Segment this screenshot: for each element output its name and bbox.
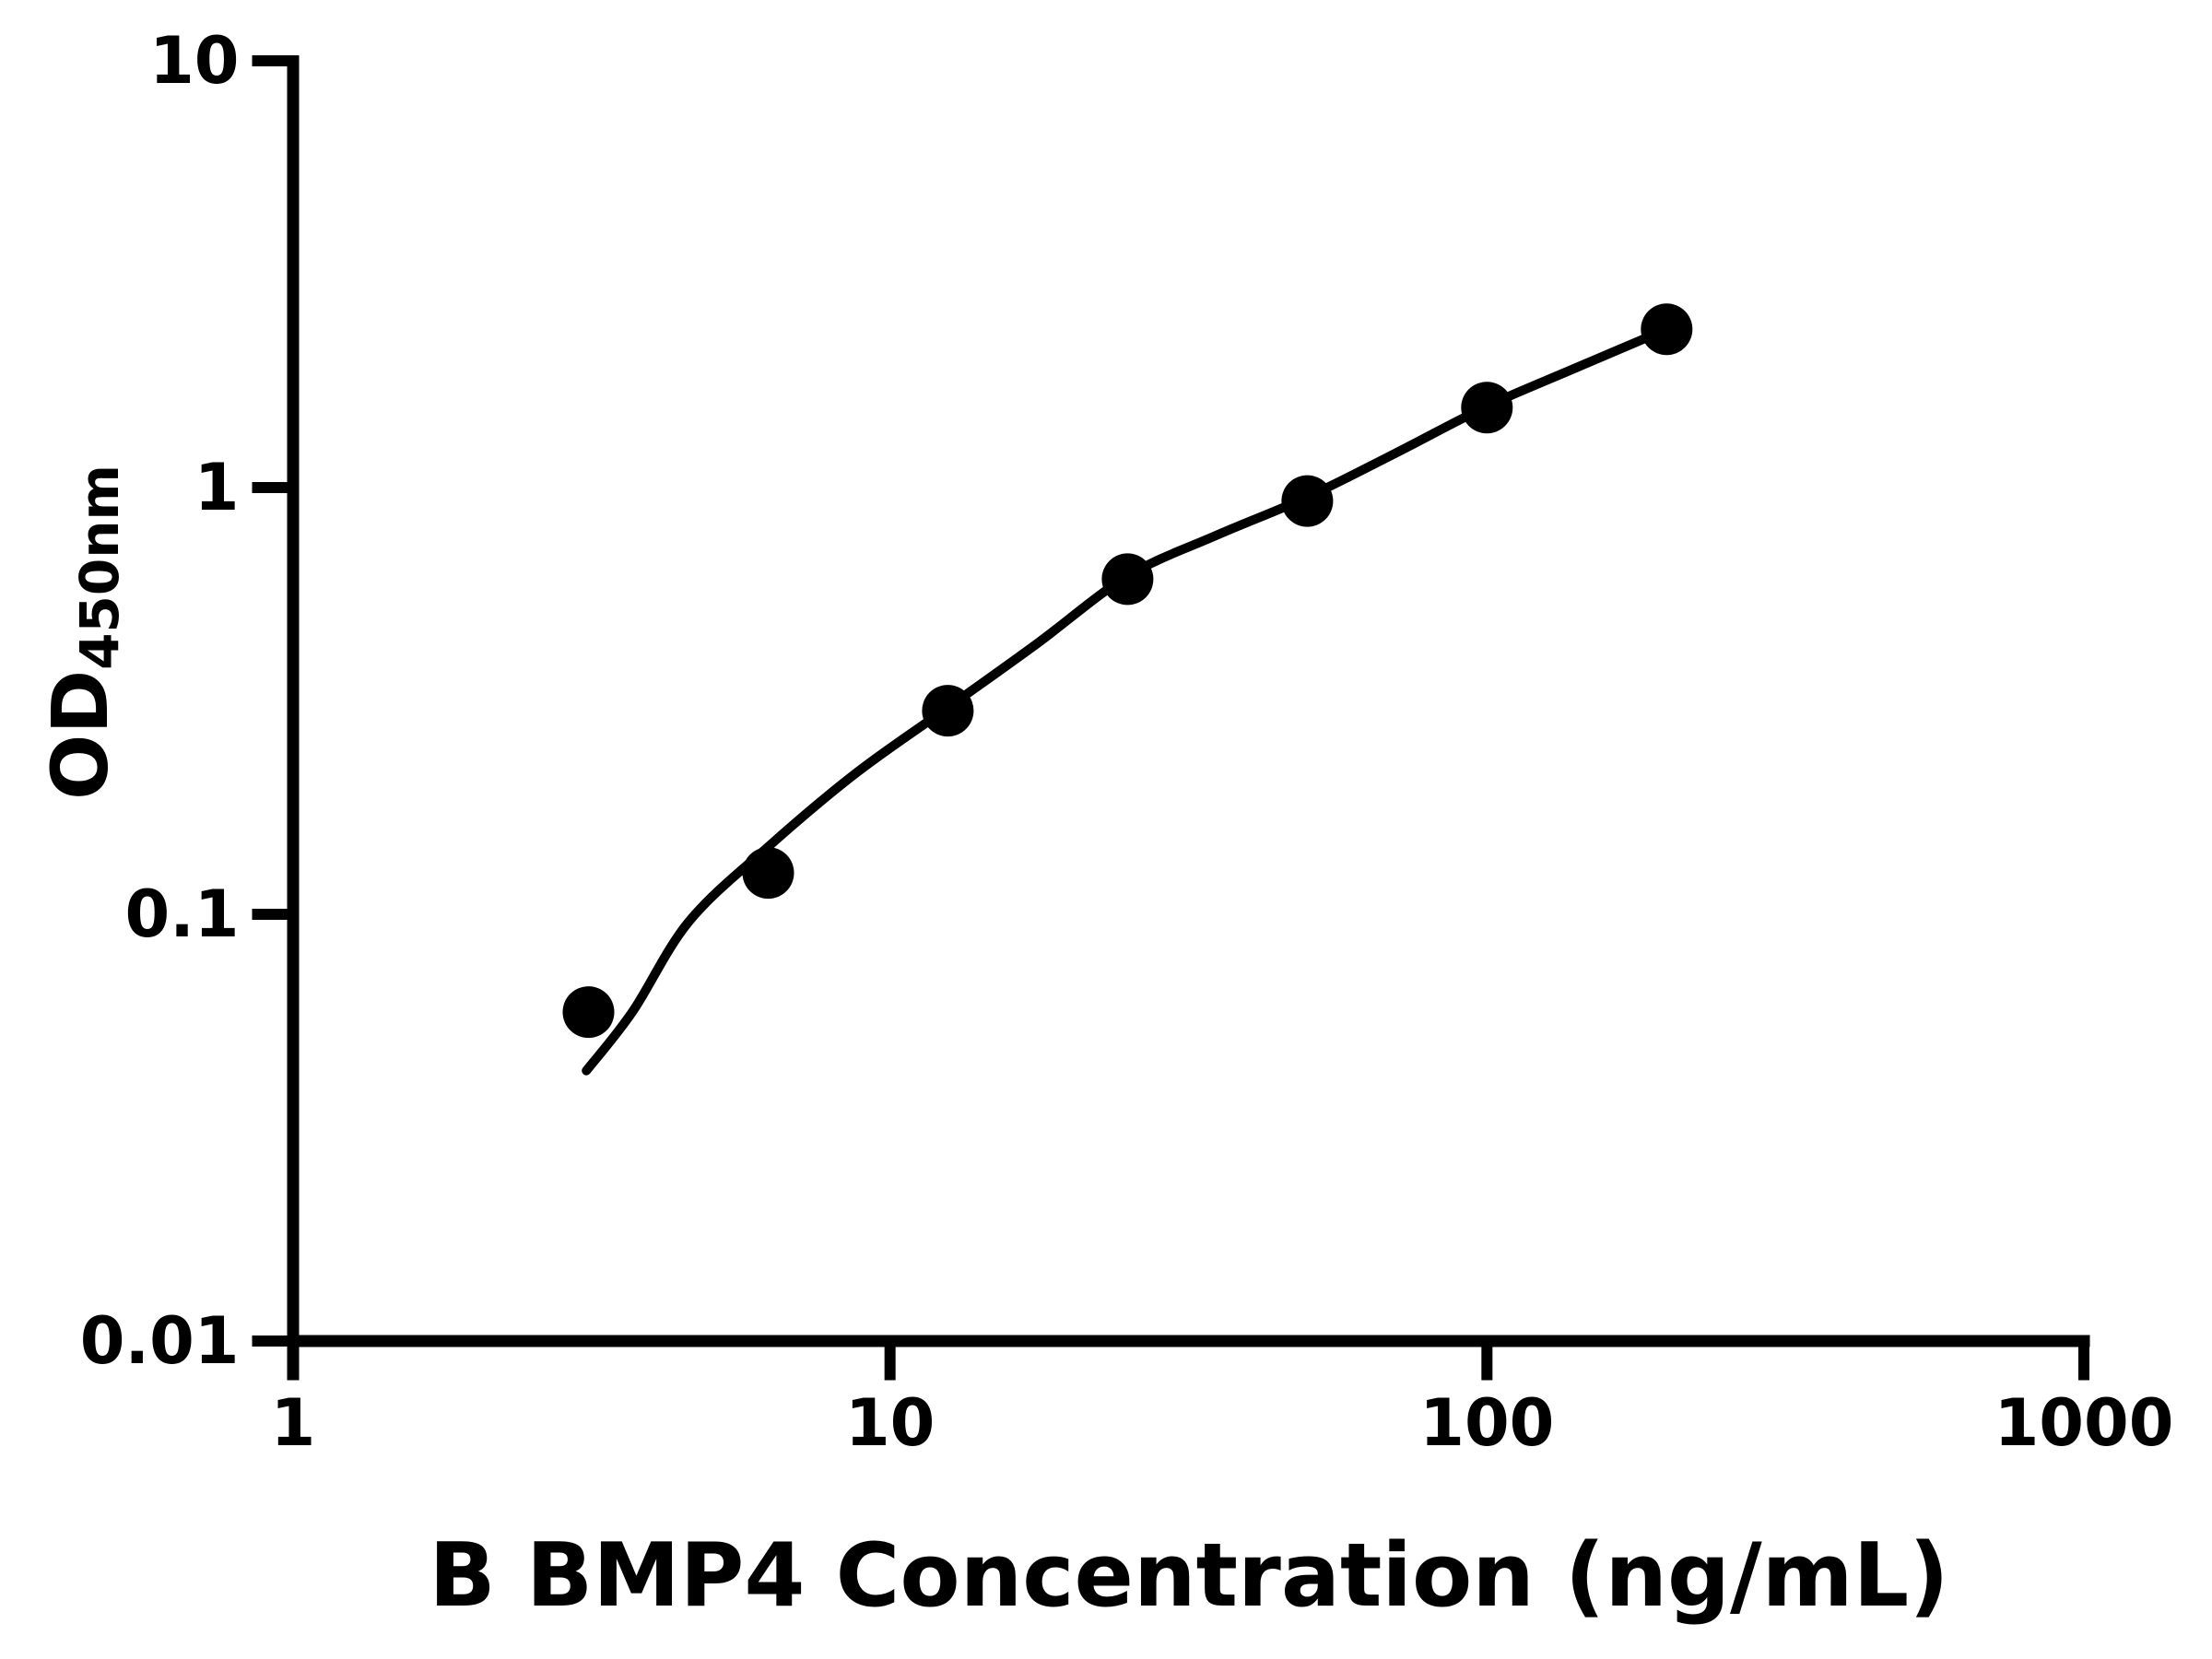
data-point: [1101, 553, 1154, 606]
x-tick-label: 100: [1419, 1385, 1554, 1461]
y-tick-label: 0.1: [124, 877, 239, 952]
y-axis-title-subscript: 450nm: [68, 465, 131, 670]
data-point: [562, 986, 615, 1039]
y-tick-label: 0.01: [80, 1303, 240, 1379]
y-axis-title: OD450nm: [35, 465, 131, 800]
fit-curve-line: [582, 324, 1672, 1076]
data-point: [922, 685, 974, 737]
data-points: [562, 303, 1693, 1039]
axes: [287, 55, 2090, 1381]
y-axis-title-main: OD: [35, 670, 125, 800]
y-tick-label: 1: [194, 450, 240, 525]
axis-ticks: [252, 55, 2089, 1381]
x-axis-title: B BMP4 Concentration (ng/mL): [429, 1525, 1948, 1627]
tick-labels: 0.01 0.1 1 10 1 10 100 1000: [80, 23, 2174, 1461]
x-tick-label: 1000: [1994, 1385, 2174, 1461]
data-point: [1461, 382, 1513, 434]
x-tick-label: 1: [271, 1385, 316, 1461]
x-tick-label: 10: [845, 1385, 935, 1461]
data-point: [1281, 475, 1334, 527]
data-point: [1641, 303, 1693, 356]
data-point: [742, 847, 794, 900]
y-tick-label: 10: [149, 23, 239, 99]
